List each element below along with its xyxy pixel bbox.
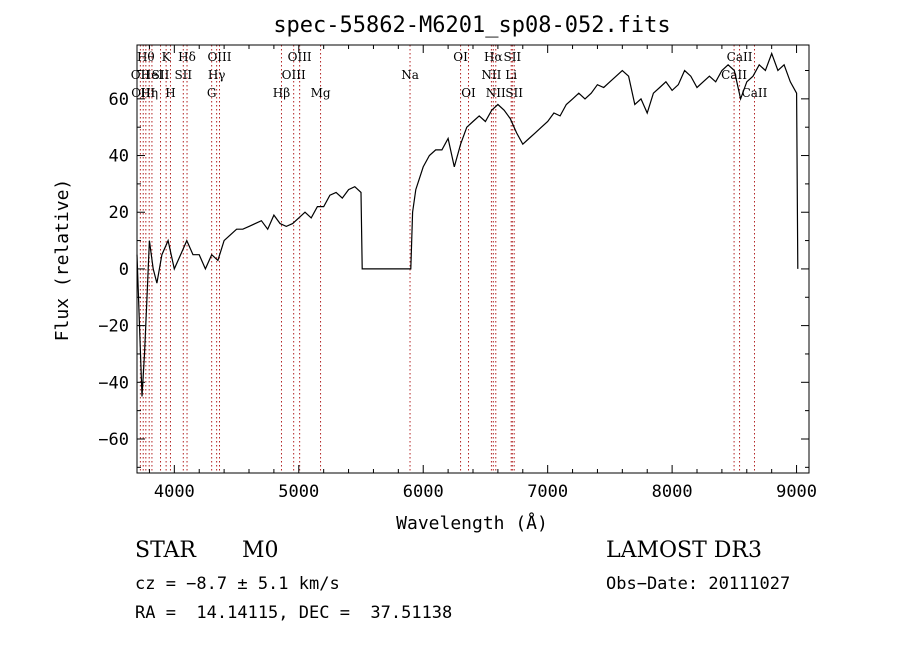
redshift-cz: cz = −8.7 ± 5.1 km/s xyxy=(135,574,340,594)
observation-date: Obs−Date: 20111027 xyxy=(606,574,791,594)
axis-tick-labels: 4000 5000 6000 7000 8000 9000 −60 −40 −20 0 20 40 60 xyxy=(98,90,817,502)
line-marker-label-13: Hβ xyxy=(273,86,290,100)
line-marker-label-6: K xyxy=(162,50,172,64)
coordinates: RA = 14.14115, DEC = 37.51138 xyxy=(135,603,453,623)
y-tick-label-1: −40 xyxy=(98,373,129,393)
x-tick-label-4: 8000 xyxy=(652,482,693,502)
line-marker-label-5: SII xyxy=(152,68,170,82)
line-marker-label-20: NII xyxy=(481,68,501,82)
line-marker-label-3: Hη xyxy=(140,86,158,100)
survey-name: LAMOST DR3 xyxy=(606,538,762,563)
line-marker-label-28: CaII xyxy=(742,86,768,100)
line-marker-label-15: OIII xyxy=(288,50,312,64)
x-tick-label-3: 7000 xyxy=(527,482,568,502)
line-marker-label-19: OI xyxy=(461,86,476,100)
line-marker-label-23: Li xyxy=(505,68,517,82)
x-tick-label-2: 6000 xyxy=(403,482,444,502)
line-marker-label-22: NII xyxy=(486,86,506,100)
x-axis-label: Wavelength (Å) xyxy=(396,512,548,534)
line-marker-label-21: Hα xyxy=(484,50,503,64)
spectrum-line xyxy=(136,51,799,397)
line-marker-label-7: H xyxy=(165,86,175,100)
line-marker-label-4: HeI xyxy=(141,68,164,82)
x-tick-label-1: 5000 xyxy=(278,482,319,502)
line-marker-label-17: Na xyxy=(401,68,419,82)
line-marker-label-9: Hδ xyxy=(178,50,196,64)
y-tick-label-5: 40 xyxy=(109,147,129,167)
line-marker-labels: OIIOIIIHθHηHeISIIKHSIIHδGHγOIIIHβOIIIOII… xyxy=(131,50,768,100)
object-class: STAR xyxy=(135,538,196,563)
line-marker-label-12: OIII xyxy=(207,50,231,64)
y-axis-label: Flux (relative) xyxy=(52,179,73,342)
line-marker-label-14: OIII xyxy=(282,68,306,82)
line-marker-label-18: OI xyxy=(453,50,468,64)
x-tick-label-0: 4000 xyxy=(154,482,195,502)
line-marker-label-27: CaII xyxy=(727,50,753,64)
axis-ticks xyxy=(137,45,809,473)
x-tick-label-5: 9000 xyxy=(776,482,817,502)
line-marker-label-10: G xyxy=(207,86,217,100)
line-marker-label-26: CaII xyxy=(721,68,747,82)
y-tick-label-2: −20 xyxy=(98,317,129,337)
line-marker-label-8: SII xyxy=(174,68,192,82)
line-marker-label-16: Mg xyxy=(311,86,331,100)
object-subclass: M0 xyxy=(242,538,279,563)
line-marker-label-2: Hθ xyxy=(137,50,155,64)
chart-title: spec-55862-M6201_sp08-052.fits xyxy=(273,13,670,38)
y-tick-label-3: 0 xyxy=(119,260,129,280)
line-marker-label-11: Hγ xyxy=(208,68,226,82)
line-marker-label-24: SII xyxy=(503,50,521,64)
y-tick-label-4: 20 xyxy=(109,203,129,223)
line-marker-label-25: SII xyxy=(505,86,523,100)
y-tick-label-6: 60 xyxy=(109,90,129,110)
y-tick-label-0: −60 xyxy=(98,430,129,450)
plot-frame xyxy=(136,44,810,474)
line-markers xyxy=(139,45,755,473)
line-marker-label-0: OII xyxy=(131,68,151,82)
